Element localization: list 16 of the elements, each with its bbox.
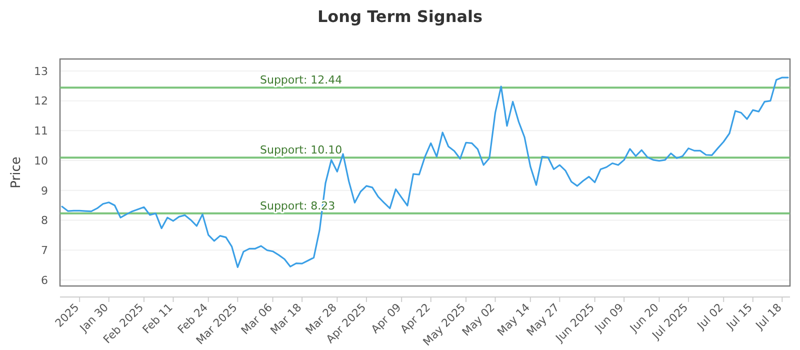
x-tick-label: Jul 18 (752, 300, 784, 333)
y-axis-title: Price (9, 156, 24, 188)
ref-line-label: Support: 12.44 (260, 74, 342, 87)
y-tick-label: 9 (41, 184, 48, 198)
y-tick-label: 10 (34, 154, 48, 168)
ref-line-label: Support: 10.10 (260, 144, 342, 157)
x-tick-label: Jul 02 (694, 300, 726, 333)
y-tick-label: 13 (34, 64, 48, 78)
y-tick-label: 11 (34, 124, 48, 138)
y-tick-label: 7 (41, 244, 48, 258)
y-tick-label: 8 (41, 214, 48, 228)
y-tick-label: 6 (41, 274, 48, 287)
x-tick-label: Jul 15 (723, 300, 755, 333)
y-tick-label: 12 (34, 94, 48, 108)
chart-title: Long Term Signals (317, 7, 483, 26)
line-series (61, 76, 789, 268)
